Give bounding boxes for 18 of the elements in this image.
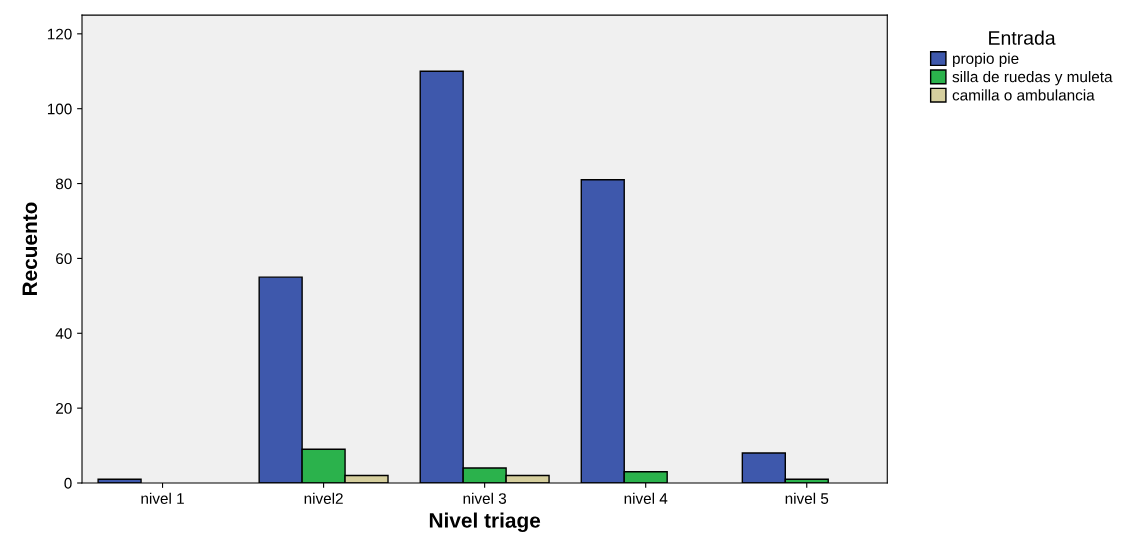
y-tick-label: 0 <box>64 477 72 489</box>
legend-label: propio pie <box>953 52 1019 67</box>
y-tick-label: 60 <box>56 253 72 265</box>
y-tick-label: 80 <box>55 178 72 190</box>
x-tick-label: nivel2 <box>304 492 343 504</box>
y-tick-label: 120 <box>47 28 72 40</box>
legend-label: camilla o ambulancia <box>952 89 1095 101</box>
x-tick-label: nivel 4 <box>624 492 668 504</box>
legend-title: Entrada <box>989 30 1056 45</box>
x-axis-title: Nivel triage <box>429 512 541 533</box>
y-tick-label: 100 <box>47 103 72 115</box>
x-tick-label: nivel 1 <box>141 492 184 504</box>
y-tick-label: 40 <box>55 328 72 339</box>
legend-label: silla de ruedas y muleta <box>952 71 1113 86</box>
x-tick-label: nivel 3 <box>463 492 507 504</box>
y-tick-label: 20 <box>56 403 72 414</box>
y-axis-title: Recuento <box>22 202 38 296</box>
x-tick-label: nivel 5 <box>785 492 829 504</box>
